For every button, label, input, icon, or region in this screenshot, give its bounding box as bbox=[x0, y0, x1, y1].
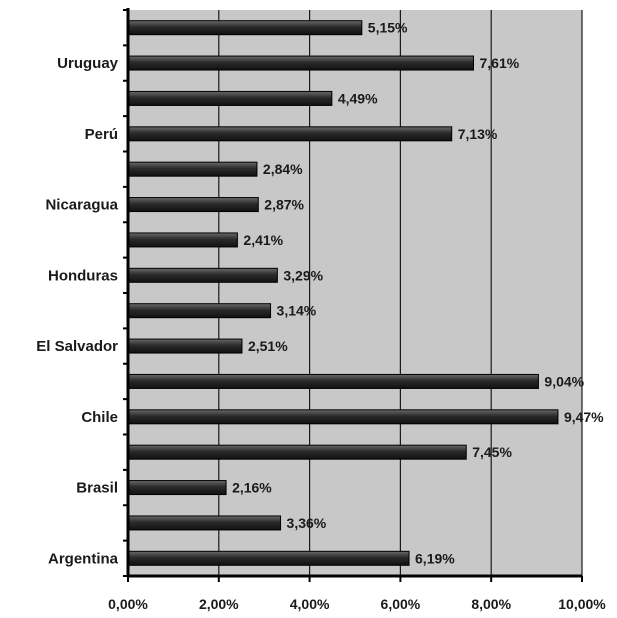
category-label: Honduras bbox=[48, 267, 118, 284]
bar bbox=[127, 480, 227, 496]
data-label: 2,51% bbox=[248, 338, 288, 354]
category-label: Argentina bbox=[48, 550, 119, 567]
bar bbox=[127, 232, 238, 248]
bar bbox=[127, 515, 282, 531]
bar bbox=[127, 90, 333, 106]
data-label: 9,04% bbox=[544, 373, 584, 389]
data-label: 2,84% bbox=[263, 161, 303, 177]
data-label: 6,19% bbox=[415, 550, 455, 566]
bar bbox=[127, 550, 410, 566]
x-tick-label: 2,00% bbox=[199, 596, 239, 612]
bar bbox=[127, 338, 243, 354]
bar bbox=[127, 303, 272, 319]
data-label: 2,87% bbox=[264, 197, 304, 213]
data-label: 2,16% bbox=[232, 480, 272, 496]
data-label: 7,61% bbox=[479, 55, 519, 71]
data-label: 3,36% bbox=[287, 515, 327, 531]
category-label: El Salvador bbox=[36, 338, 118, 355]
x-tick-label: 6,00% bbox=[381, 596, 421, 612]
bar bbox=[127, 55, 474, 71]
x-tick-label: 0,00% bbox=[108, 596, 148, 612]
bar bbox=[127, 267, 278, 283]
x-tick-label: 10,00% bbox=[558, 596, 606, 612]
x-tick-label: 4,00% bbox=[290, 596, 330, 612]
data-label: 9,47% bbox=[564, 409, 604, 425]
data-label: 3,29% bbox=[283, 267, 323, 283]
data-label: 3,14% bbox=[277, 303, 317, 319]
category-label: Brasil bbox=[76, 480, 118, 497]
bar bbox=[127, 197, 259, 213]
category-label: Chile bbox=[81, 409, 118, 426]
data-label: 2,41% bbox=[243, 232, 283, 248]
category-label: Nicaragua bbox=[45, 197, 118, 214]
bar bbox=[127, 20, 363, 36]
category-label: Uruguay bbox=[57, 55, 119, 72]
data-label: 7,45% bbox=[472, 444, 512, 460]
bar bbox=[127, 161, 258, 177]
data-label: 7,13% bbox=[458, 126, 498, 142]
bar bbox=[127, 444, 467, 460]
x-tick-label: 8,00% bbox=[471, 596, 511, 612]
bar bbox=[127, 409, 559, 425]
category-label: Perú bbox=[85, 126, 118, 143]
data-label: 4,49% bbox=[338, 90, 378, 106]
data-label: 5,15% bbox=[368, 20, 408, 36]
bar bbox=[127, 373, 539, 389]
bar bbox=[127, 126, 453, 142]
